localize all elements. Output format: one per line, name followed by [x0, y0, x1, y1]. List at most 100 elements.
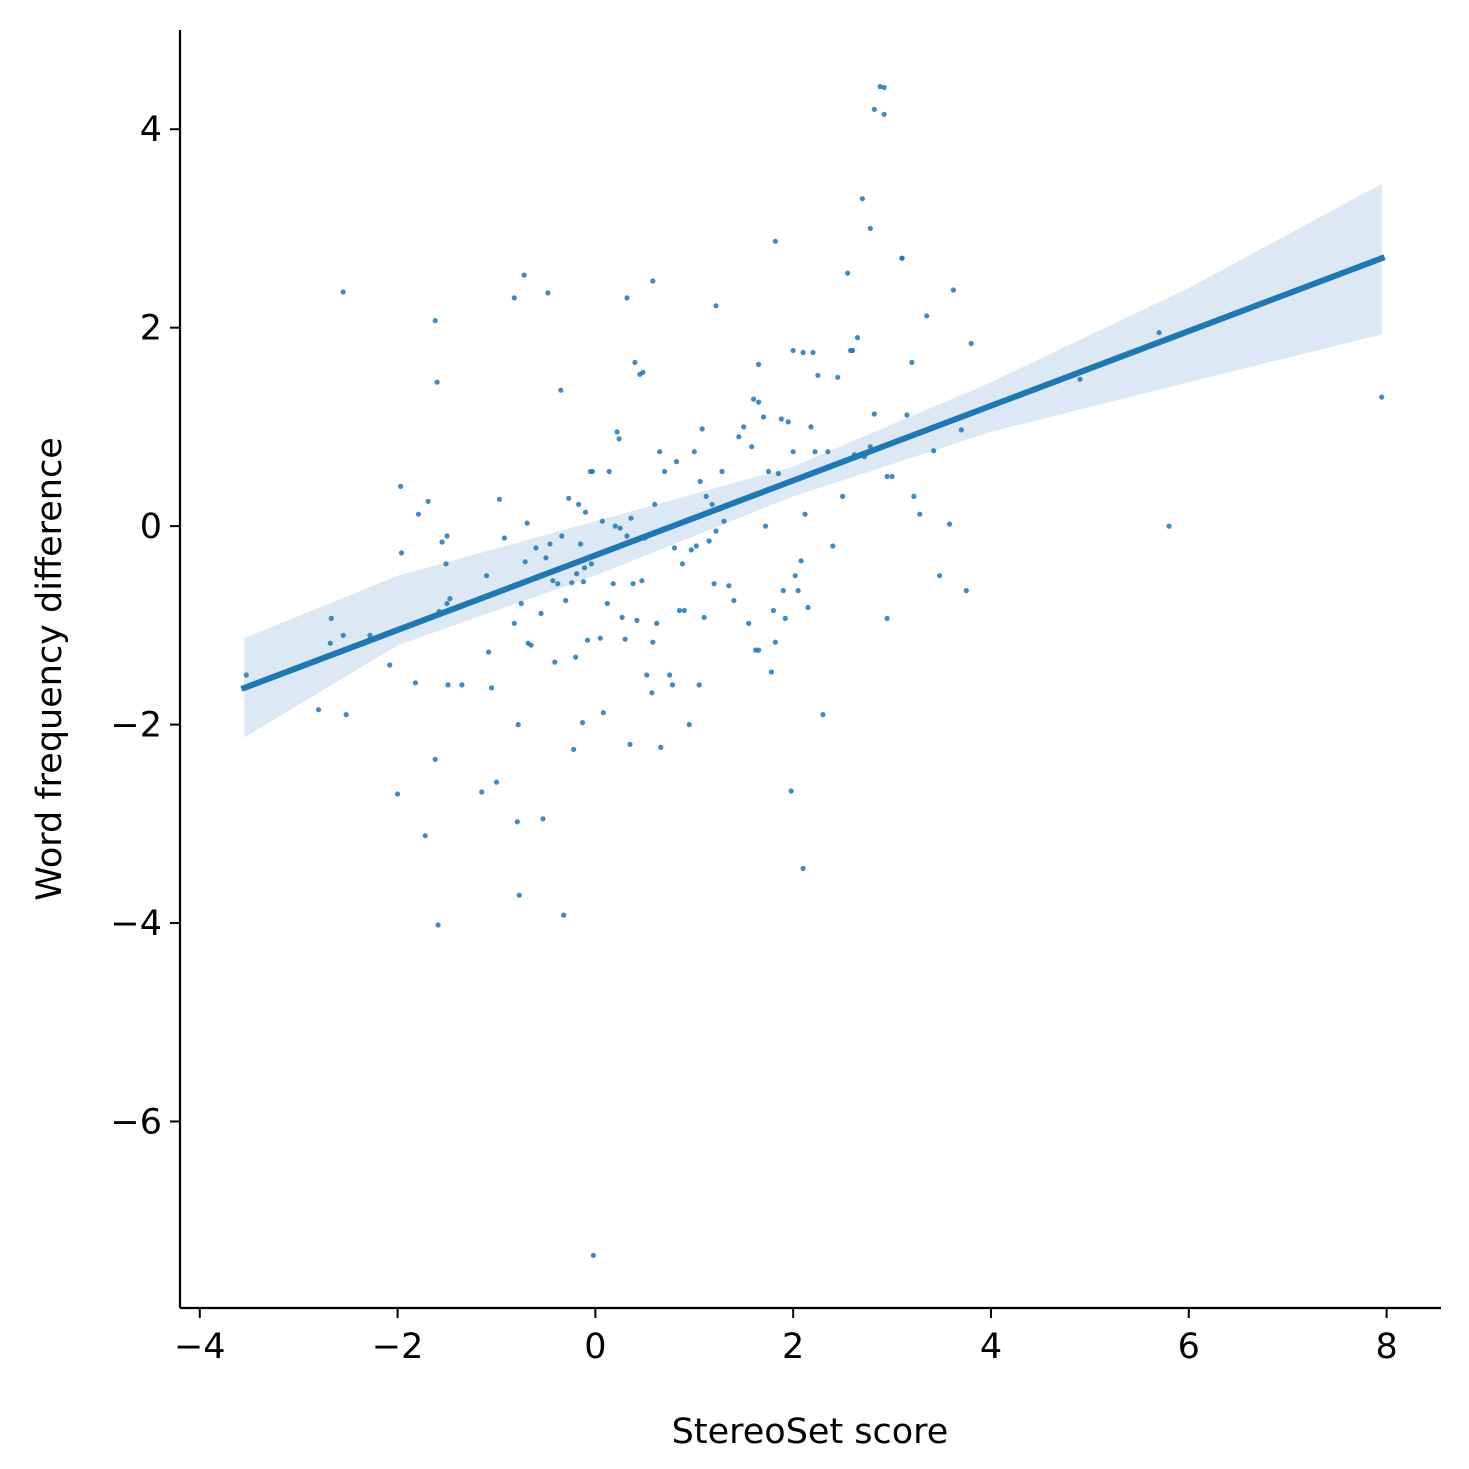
data-point [881, 111, 887, 117]
data-point [669, 682, 676, 688]
y-tick-label: 0 [140, 507, 162, 547]
data-point [493, 779, 500, 785]
x-ticks-layer: −4 −2 0 2 4 6 8 [174, 1308, 1398, 1367]
data-point [630, 581, 636, 587]
confidence-band [244, 183, 1382, 738]
data-point [963, 588, 969, 594]
data-point [800, 349, 806, 356]
data-point [889, 473, 895, 480]
data-point [444, 533, 450, 539]
y-tick-label: −6 [110, 1102, 162, 1142]
data-point [571, 746, 577, 753]
data-point [650, 278, 656, 284]
data-point [597, 635, 603, 641]
data-point [514, 819, 520, 825]
data-point [422, 833, 428, 839]
data-point [484, 573, 490, 579]
regression-line-layer [240, 254, 1386, 692]
y-tick-label: 4 [140, 110, 162, 150]
y-ticks-layer: −6 −4 −2 0 2 4 [110, 110, 180, 1142]
x-axis-title: StereoSet score [672, 1412, 949, 1452]
data-point [840, 493, 846, 499]
data-point [845, 270, 851, 276]
data-point [511, 620, 517, 627]
data-point [622, 636, 628, 642]
x-tick-label: 2 [782, 1327, 804, 1367]
data-point [432, 318, 438, 324]
y-tick-label: −4 [110, 904, 162, 944]
data-point [662, 468, 668, 475]
data-point [884, 473, 890, 480]
data-point [599, 518, 605, 524]
data-point [627, 741, 633, 748]
data-point [760, 414, 767, 420]
data-point [612, 523, 618, 529]
data-point [699, 426, 705, 432]
data-point [521, 272, 527, 278]
data-point [340, 632, 346, 638]
data-point [810, 349, 816, 356]
data-point [634, 617, 640, 624]
data-point [859, 196, 866, 202]
data-point [434, 379, 440, 385]
data-point [721, 518, 727, 524]
data-point [676, 607, 683, 614]
data-point [624, 533, 630, 539]
data-point [398, 550, 405, 556]
data-point [688, 547, 694, 553]
data-point [606, 468, 612, 475]
data-point [731, 597, 737, 604]
x-tick-label: 6 [1178, 1327, 1200, 1367]
data-point [545, 290, 551, 296]
data-point [782, 615, 788, 622]
confidence-band-layer [244, 183, 1382, 738]
data-point [511, 295, 517, 301]
data-point [679, 561, 686, 567]
data-point [439, 539, 445, 545]
regression-line [240, 254, 1386, 692]
data-point [616, 436, 622, 442]
data-point [569, 580, 575, 586]
data-point [343, 712, 349, 718]
data-point [479, 789, 485, 795]
data-point [496, 496, 503, 502]
data-point [604, 600, 610, 607]
data-point [937, 573, 943, 579]
data-point [578, 541, 584, 547]
data-point [533, 545, 539, 551]
data-point [617, 525, 623, 531]
data-point [751, 396, 757, 402]
data-point [808, 424, 814, 430]
data-point [909, 359, 915, 365]
data-point [785, 419, 791, 425]
data-point [488, 685, 495, 691]
data-point [719, 468, 725, 475]
data-point [579, 720, 586, 726]
data-point [639, 578, 645, 584]
data-point [582, 509, 589, 515]
data-point [395, 791, 401, 797]
data-point [790, 347, 796, 354]
data-point [486, 649, 492, 655]
data-point [673, 459, 680, 465]
data-point [911, 493, 917, 499]
axes-layer [178, 30, 1441, 1310]
data-point [327, 640, 333, 646]
data-point [772, 639, 779, 645]
data-point [243, 672, 249, 678]
data-point [459, 682, 465, 688]
data-point [867, 225, 873, 231]
data-point [367, 632, 373, 638]
data-point [780, 588, 786, 594]
data-point [756, 399, 762, 405]
data-point [444, 600, 450, 607]
data-point [425, 498, 431, 504]
data-point [854, 335, 861, 341]
data-point [640, 369, 646, 375]
data-point [671, 545, 678, 551]
data-point [741, 424, 747, 430]
data-point [884, 615, 890, 622]
data-point [547, 541, 553, 547]
data-point [552, 659, 558, 665]
